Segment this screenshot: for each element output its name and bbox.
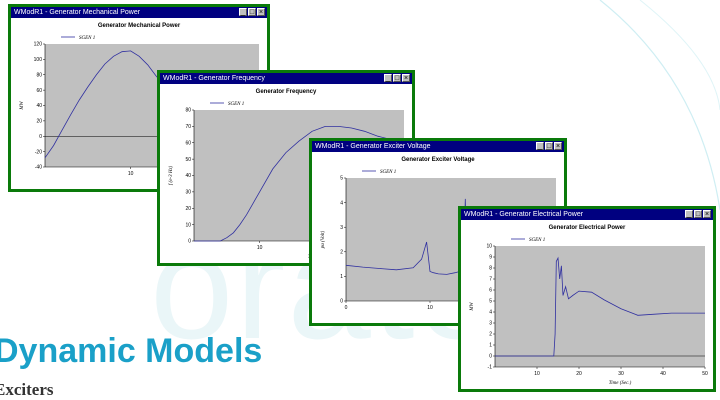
x-tick-label: 0	[345, 305, 348, 311]
maximize-button[interactable]: □	[393, 74, 401, 82]
y-tick-label: 0	[340, 299, 343, 305]
y-tick-label: 9	[489, 255, 492, 261]
chart-title: Generator Electrical Power	[549, 225, 626, 231]
y-tick-label: -20	[35, 149, 42, 155]
y-tick-label: 1	[340, 274, 343, 280]
y-tick-label: 40	[36, 103, 42, 109]
y-tick-label: 20	[36, 119, 42, 125]
legend-label: SGEN 1	[228, 102, 244, 107]
y-tick-label: 4	[340, 200, 343, 206]
plot-background	[495, 246, 705, 367]
window-controls: _ □ ×	[384, 74, 410, 82]
minimize-button[interactable]: _	[536, 142, 544, 150]
x-tick-label: 20	[576, 371, 582, 377]
y-tick-label: 2	[489, 332, 492, 338]
y-tick-label: 3	[489, 321, 492, 327]
title-bar[interactable]: WModR1 - Generator Frequency _ □ ×	[160, 73, 412, 84]
x-tick-label: 30	[618, 371, 624, 377]
chart-title: Generator Exciter Voltage	[401, 157, 475, 163]
y-tick-label: 60	[185, 140, 191, 146]
y-tick-label: 30	[185, 190, 191, 196]
legend-label: SGEN 1	[529, 238, 545, 243]
y-tick-label: 3	[340, 225, 343, 231]
window-title: WModR1 - Generator Exciter Voltage	[315, 143, 431, 150]
close-button[interactable]: ×	[402, 74, 410, 82]
series-line	[194, 126, 405, 242]
title-bar[interactable]: WModR1 - Generator Electrical Power _ □ …	[461, 209, 713, 220]
x-tick-label: 10	[128, 171, 134, 177]
y-tick-label: 120	[34, 42, 43, 48]
close-button[interactable]: ×	[703, 210, 711, 218]
chart-title: Generator Mechanical Power	[98, 23, 181, 29]
window-electrical-power[interactable]: WModR1 - Generator Electrical Power _ □ …	[458, 206, 716, 392]
y-tick-label: 40	[185, 173, 191, 179]
y-axis-label: MW	[20, 101, 25, 111]
electrical-power-chart: Generator Electrical Power SGEN 1 -1 0 1 2 3 4 5…	[470, 225, 708, 386]
window-controls: _ □ ×	[536, 142, 562, 150]
y-axis-label: f (e-3 Hz)	[169, 166, 174, 185]
y-tick-label: 0	[489, 354, 492, 360]
window-title: WModR1 - Generator Frequency	[163, 75, 265, 82]
y-tick-label: 5	[340, 176, 343, 182]
x-tick-label: 10	[427, 305, 433, 311]
y-tick-label: 50	[185, 157, 191, 163]
x-axis-label: Time (Sec.)	[609, 381, 632, 386]
y-tick-label: 10	[185, 222, 191, 228]
title-bar[interactable]: WModR1 - Generator Exciter Voltage _ □ ×	[312, 141, 564, 152]
y-tick-label: 1	[489, 343, 492, 349]
maximize-button[interactable]: □	[545, 142, 553, 150]
y-tick-label: 8	[489, 266, 492, 272]
y-tick-label: 10	[486, 244, 492, 250]
window-controls: _ □ ×	[685, 210, 711, 218]
x-tick-label: 10	[534, 371, 540, 377]
y-tick-label: 60	[36, 88, 42, 94]
y-axis-label: pu (Volt)	[321, 230, 326, 249]
slide-subheading: Exciters	[0, 380, 54, 399]
window-title: WModR1 - Generator Mechanical Power	[14, 9, 141, 16]
y-tick-label: 80	[185, 108, 191, 114]
legend-label: SGEN 1	[380, 170, 396, 175]
x-tick-label: 10	[257, 245, 263, 251]
y-tick-label: 7	[489, 277, 492, 283]
close-button[interactable]: ×	[554, 142, 562, 150]
minimize-button[interactable]: _	[685, 210, 693, 218]
minimize-button[interactable]: _	[384, 74, 392, 82]
title-bar[interactable]: WModR1 - Generator Mechanical Power _ □ …	[11, 7, 267, 18]
maximize-button[interactable]: □	[248, 8, 256, 16]
y-tick-label: -40	[35, 165, 42, 171]
y-tick-label: 80	[36, 72, 42, 78]
chart-title: Generator Frequency	[256, 89, 317, 95]
minimize-button[interactable]: _	[239, 8, 247, 16]
window-title: WModR1 - Generator Electrical Power	[464, 211, 584, 218]
y-tick-label: 70	[185, 124, 191, 130]
close-button[interactable]: ×	[257, 8, 265, 16]
y-tick-label: 20	[185, 206, 191, 212]
plot-area: Generator Electrical Power SGEN 1 -1 0 1 2 3 4 5…	[461, 220, 713, 389]
y-tick-label: 6	[489, 288, 492, 294]
y-tick-label: 4	[489, 310, 492, 316]
series-line	[495, 256, 705, 357]
y-tick-label: 0	[188, 239, 191, 245]
maximize-button[interactable]: □	[694, 210, 702, 218]
x-tick-label: 50	[702, 371, 708, 377]
y-tick-label: 0	[39, 134, 42, 140]
slide-heading: Dynamic Models	[0, 332, 263, 370]
y-tick-label: -1	[488, 365, 493, 371]
window-controls: _ □ ×	[239, 8, 265, 16]
y-tick-label: 100	[34, 57, 43, 63]
y-axis-label: MW	[470, 302, 475, 312]
legend-label: SGEN 1	[79, 36, 95, 41]
y-tick-label: 2	[340, 250, 343, 256]
y-tick-label: 5	[489, 299, 492, 305]
x-tick-label: 40	[660, 371, 666, 377]
